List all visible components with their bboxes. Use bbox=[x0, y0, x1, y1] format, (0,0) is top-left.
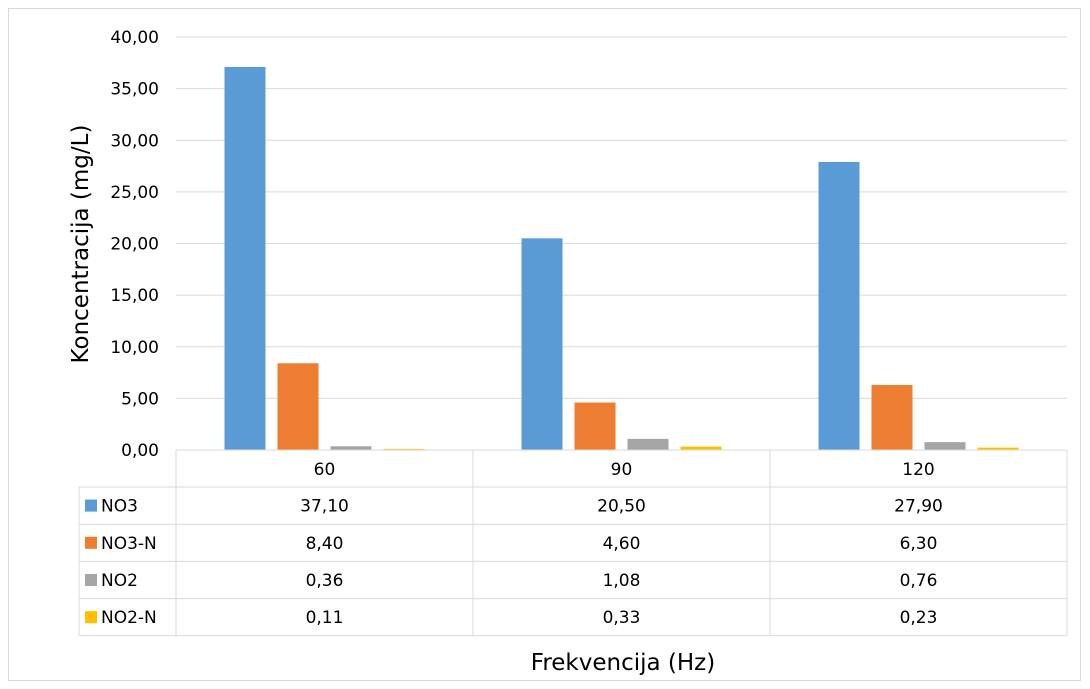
y-axis-title: Koncentracija (mg/L) bbox=[68, 125, 94, 364]
data-label: 27,90 bbox=[894, 497, 943, 517]
series-name: NO3-N bbox=[101, 534, 157, 554]
x-axis-title: Frekvencija (Hz) bbox=[531, 650, 715, 676]
bar-no2-60 bbox=[330, 446, 372, 450]
y-tick-label: 30,00 bbox=[110, 131, 159, 151]
series-name: NO2 bbox=[101, 571, 138, 591]
bar-no3-n-90 bbox=[574, 402, 616, 450]
y-tick-labels: 0,00 5,00 10,00 15,00 20,00 25,00 30,00 35,00 40… bbox=[110, 28, 159, 461]
bar-no2-n-120 bbox=[977, 447, 1019, 450]
bar-no2-n-60 bbox=[383, 448, 425, 450]
y-tick-label: 40,00 bbox=[110, 28, 159, 48]
gridlines bbox=[176, 36, 1067, 399]
series-name: NO3 bbox=[101, 497, 138, 517]
data-label: 0,23 bbox=[900, 608, 938, 628]
legend-key-no2-n bbox=[85, 611, 97, 624]
bar-no3-60 bbox=[224, 66, 266, 450]
y-tick-label: 15,00 bbox=[110, 286, 159, 306]
data-label: 6,30 bbox=[900, 534, 938, 554]
bar-no3-90 bbox=[521, 238, 563, 450]
series-name: NO2-N bbox=[101, 608, 157, 628]
legend-key-no2 bbox=[85, 574, 97, 586]
data-label: 4,60 bbox=[603, 534, 641, 554]
data-label: 37,10 bbox=[300, 497, 349, 517]
data-label: 0,36 bbox=[306, 571, 344, 591]
x-category-label: 120 bbox=[902, 460, 934, 480]
data-label: 0,33 bbox=[603, 608, 641, 628]
data-label: 8,40 bbox=[306, 534, 344, 554]
data-label: 0,76 bbox=[900, 571, 938, 591]
data-table: 60 90 120 NO3 37,10 20,50 27,90 NO3-N 8,40 4,60 6,… bbox=[78, 449, 1068, 637]
bar-no2-90 bbox=[627, 438, 669, 450]
legend-key-no3-n bbox=[85, 536, 97, 549]
y-tick-label: 25,00 bbox=[110, 183, 159, 203]
y-tick-label: 0,00 bbox=[121, 441, 159, 461]
legend-key-no3 bbox=[85, 499, 97, 512]
bar-no2-n-90 bbox=[680, 446, 722, 450]
y-tick-label: 5,00 bbox=[121, 389, 159, 409]
bar-no3-n-120 bbox=[871, 384, 913, 450]
bars bbox=[224, 66, 1019, 450]
bar-no3-n-60 bbox=[277, 363, 319, 450]
y-tick-label: 35,00 bbox=[110, 80, 159, 100]
data-label: 0,11 bbox=[306, 608, 344, 628]
x-category-label: 90 bbox=[611, 460, 633, 480]
bar-no2-120 bbox=[924, 442, 966, 450]
x-category-label: 60 bbox=[314, 460, 336, 480]
data-label: 1,08 bbox=[603, 571, 641, 591]
y-tick-label: 20,00 bbox=[110, 235, 159, 255]
data-label: 20,50 bbox=[597, 497, 646, 517]
y-tick-label: 10,00 bbox=[110, 338, 159, 358]
bar-no3-120 bbox=[818, 161, 860, 450]
